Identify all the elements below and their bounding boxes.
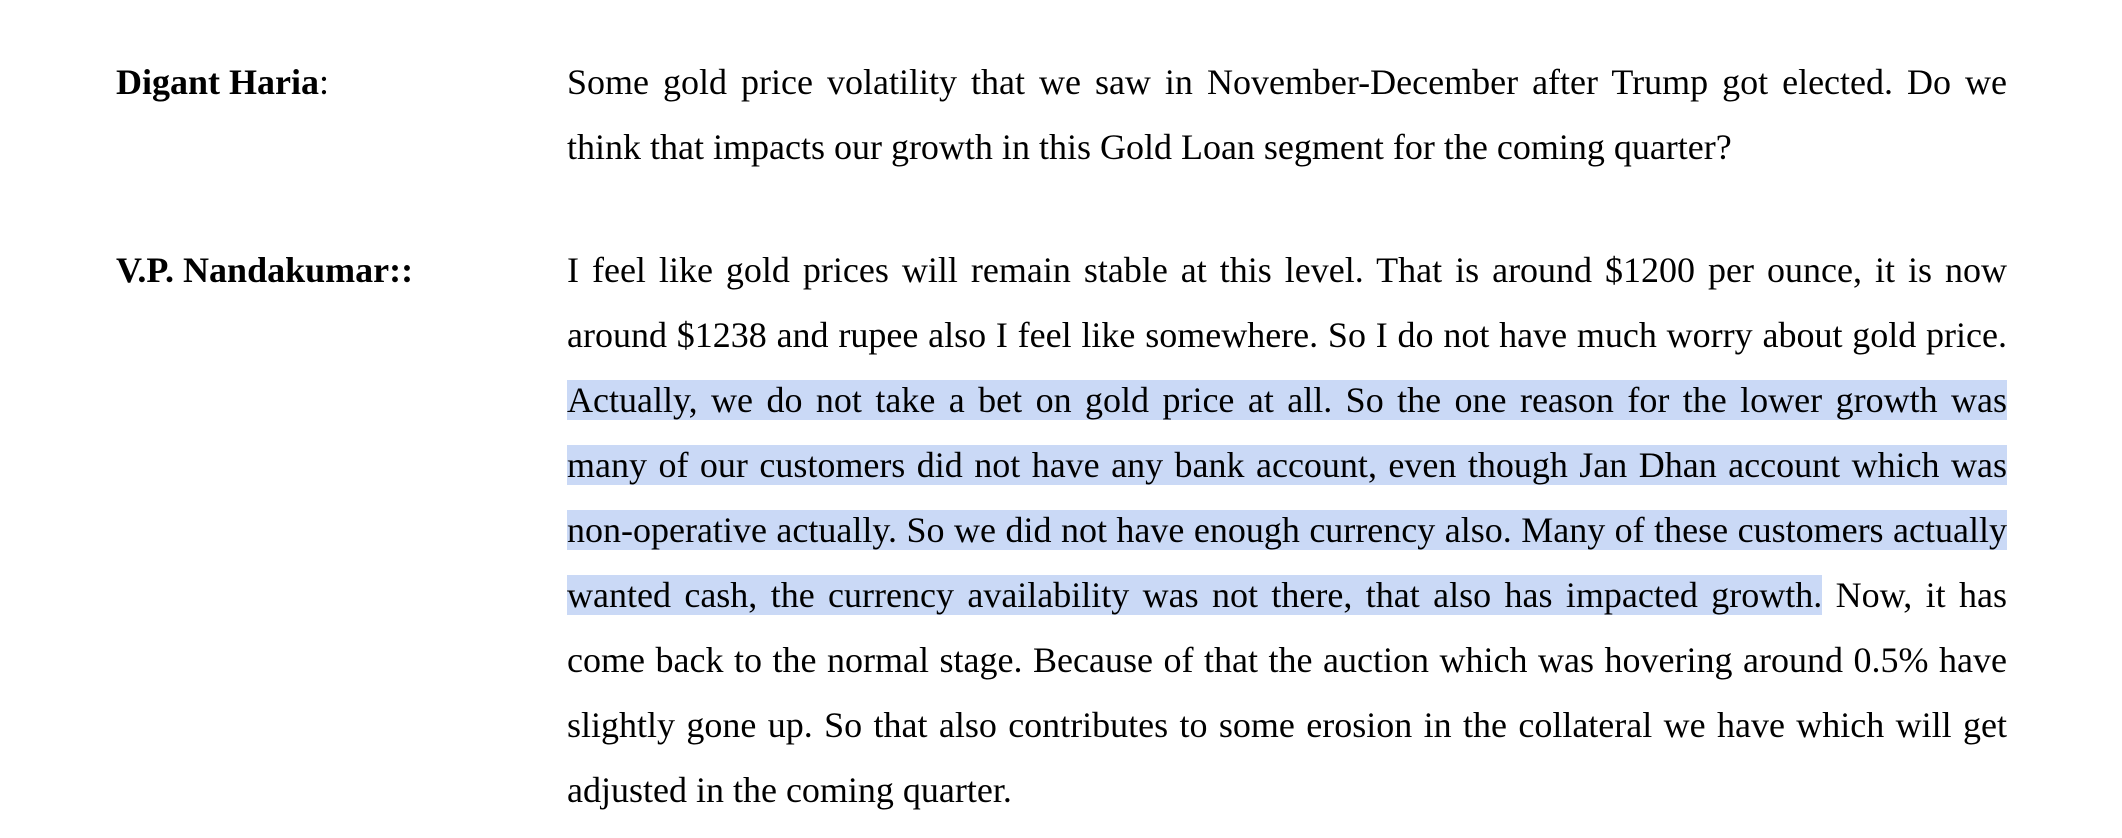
speaker-label-digant-haria: Digant Haria: xyxy=(116,50,329,115)
speaker-name: V.P. Nandakumar:: xyxy=(116,250,414,290)
selected-text-highlight[interactable]: Actually, we do not take a bet on gold p… xyxy=(567,380,2007,615)
answer-text-before[interactable]: I feel like gold prices will remain stab… xyxy=(567,250,2007,355)
answer-text-after[interactable]: Now, it has come back to the normal stag… xyxy=(567,575,2008,810)
question-text[interactable]: Some gold price volatility that we saw i… xyxy=(567,62,2007,167)
speaker-colon: : xyxy=(319,62,330,102)
answer-text[interactable]: I feel like gold prices will remain stab… xyxy=(567,238,2007,823)
speaker-label-vp-nandakumar: V.P. Nandakumar:: xyxy=(116,238,413,303)
speaker-name: Digant Haria xyxy=(116,62,319,102)
